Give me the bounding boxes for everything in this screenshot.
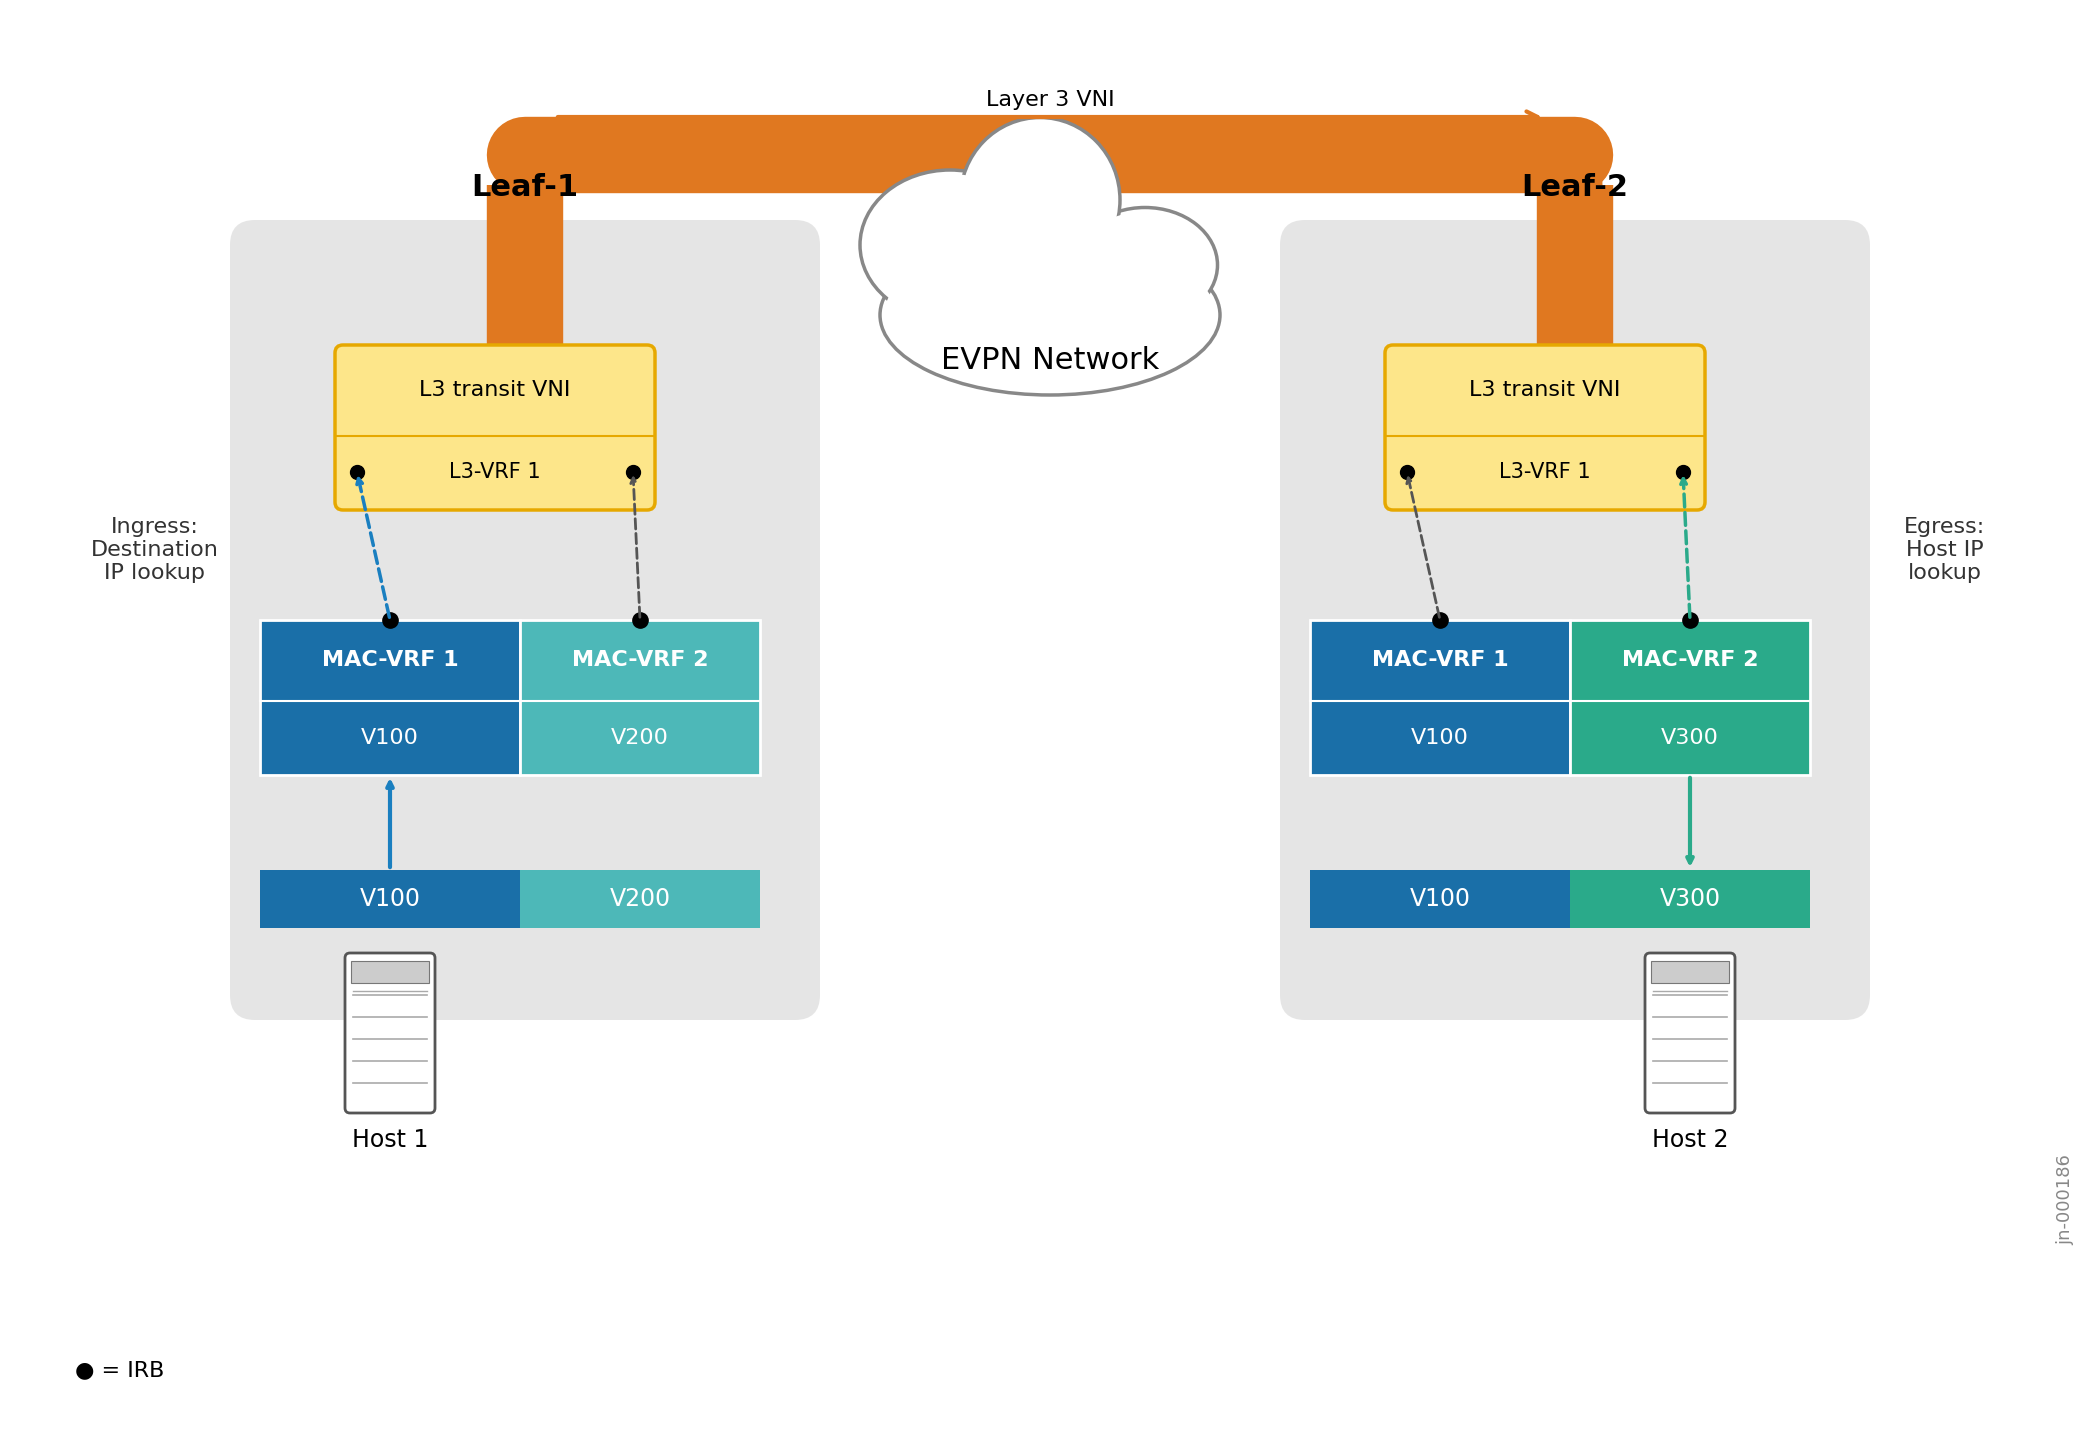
Text: L3-VRF 1: L3-VRF 1 bbox=[1499, 461, 1592, 481]
Text: Egress:
Host IP
lookup: Egress: Host IP lookup bbox=[1905, 517, 1987, 583]
Text: ● = IRB: ● = IRB bbox=[76, 1360, 164, 1380]
Bar bbox=[1571, 870, 1810, 929]
Text: MAC-VRF 2: MAC-VRF 2 bbox=[1621, 651, 1758, 671]
FancyBboxPatch shape bbox=[231, 221, 819, 1020]
Text: V100: V100 bbox=[1411, 728, 1468, 748]
Text: jn-000186: jn-000186 bbox=[2056, 1155, 2075, 1245]
Text: V100: V100 bbox=[361, 728, 418, 748]
Ellipse shape bbox=[964, 122, 1115, 278]
Text: V100: V100 bbox=[359, 887, 420, 911]
FancyBboxPatch shape bbox=[1281, 221, 1869, 1020]
Text: Ingress:
Destination
IP lookup: Ingress: Destination IP lookup bbox=[90, 517, 218, 583]
Text: V200: V200 bbox=[611, 728, 670, 748]
Text: V300: V300 bbox=[1661, 728, 1720, 748]
Text: MAC-VRF 2: MAC-VRF 2 bbox=[571, 651, 708, 671]
Bar bbox=[1651, 962, 1728, 983]
Text: V200: V200 bbox=[609, 887, 670, 911]
Ellipse shape bbox=[1548, 158, 1602, 212]
Text: EVPN Network: EVPN Network bbox=[941, 345, 1159, 374]
Text: Layer 3 VNI: Layer 3 VNI bbox=[985, 90, 1115, 110]
Ellipse shape bbox=[498, 158, 552, 212]
Text: Leaf-2: Leaf-2 bbox=[1522, 173, 1628, 202]
Ellipse shape bbox=[863, 173, 1035, 317]
Text: L3 transit VNI: L3 transit VNI bbox=[420, 380, 571, 400]
FancyBboxPatch shape bbox=[344, 953, 435, 1113]
Text: Host 2: Host 2 bbox=[1653, 1128, 1728, 1152]
Text: V100: V100 bbox=[1409, 887, 1470, 911]
Text: L3-VRF 1: L3-VRF 1 bbox=[449, 461, 542, 481]
Bar bbox=[1571, 620, 1810, 775]
Ellipse shape bbox=[960, 118, 1119, 282]
Text: MAC-VRF 1: MAC-VRF 1 bbox=[321, 651, 458, 671]
Text: L3 transit VNI: L3 transit VNI bbox=[1470, 380, 1621, 400]
Text: V300: V300 bbox=[1659, 887, 1720, 911]
Ellipse shape bbox=[880, 235, 1220, 396]
Ellipse shape bbox=[1073, 208, 1218, 322]
Bar bbox=[521, 870, 760, 929]
Bar bbox=[260, 620, 521, 775]
Bar bbox=[1310, 620, 1571, 775]
FancyBboxPatch shape bbox=[1644, 953, 1735, 1113]
Ellipse shape bbox=[884, 239, 1216, 391]
Bar bbox=[521, 620, 760, 775]
Bar bbox=[351, 962, 428, 983]
FancyBboxPatch shape bbox=[1386, 345, 1705, 510]
Text: MAC-VRF 1: MAC-VRF 1 bbox=[1371, 651, 1508, 671]
Ellipse shape bbox=[1077, 212, 1214, 318]
Ellipse shape bbox=[861, 171, 1040, 320]
FancyBboxPatch shape bbox=[336, 345, 655, 510]
Text: Host 1: Host 1 bbox=[353, 1128, 428, 1152]
Bar bbox=[260, 870, 521, 929]
Text: Leaf-1: Leaf-1 bbox=[470, 173, 580, 202]
Bar bbox=[1310, 870, 1571, 929]
